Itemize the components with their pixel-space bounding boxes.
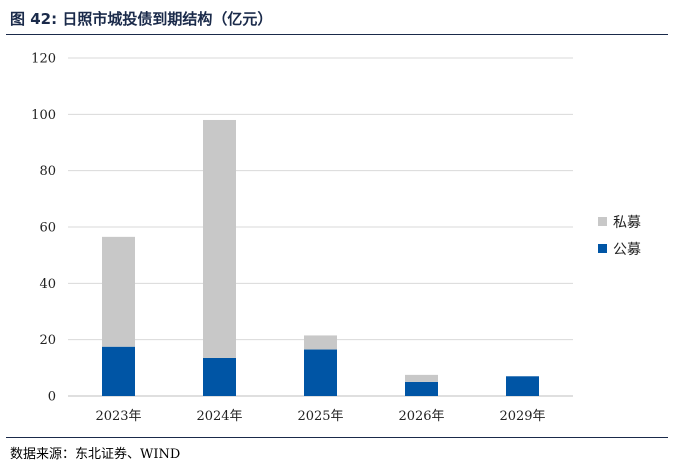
legend-label-public: 公募 (613, 242, 641, 258)
y-tick-label: 120 (31, 52, 56, 67)
x-tick-label: 2023年 (95, 409, 141, 424)
title-rule (6, 34, 668, 35)
x-tick-label: 2029年 (499, 409, 545, 424)
bar-public (506, 376, 539, 396)
figure-title: 图 42: 日照市城投债到期结构（亿元） (10, 10, 273, 28)
x-tick-label: 2024年 (196, 409, 242, 424)
legend-swatch-private (598, 217, 607, 226)
y-tick-label: 80 (39, 164, 56, 179)
x-tick-label: 2026年 (398, 409, 444, 424)
x-tick-label: 2025年 (297, 409, 343, 424)
y-tick-label: 60 (39, 221, 56, 236)
bar-public (102, 346, 135, 396)
source-rule (6, 437, 668, 438)
y-tick-label: 100 (31, 108, 56, 123)
legend-swatch-public (598, 244, 607, 253)
bar-private (102, 236, 135, 347)
y-tick-label: 20 (39, 333, 56, 348)
y-tick-label: 40 (39, 277, 56, 292)
bar-private (405, 374, 438, 382)
y-tick-label: 0 (48, 390, 56, 405)
bar-private (203, 119, 236, 358)
bar-public (304, 349, 337, 396)
source-note: 数据来源：东北证券、WIND (10, 447, 181, 462)
bar-private (304, 335, 337, 350)
legend-label-private: 私募 (613, 215, 641, 231)
bar-public (405, 381, 438, 396)
bar-public (203, 357, 236, 396)
